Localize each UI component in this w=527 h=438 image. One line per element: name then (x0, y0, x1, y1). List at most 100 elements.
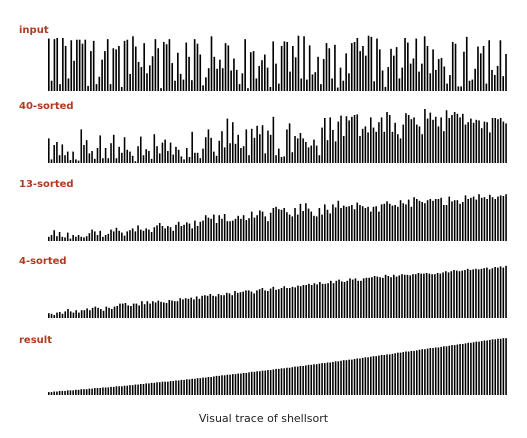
bar (332, 283, 335, 318)
bar (313, 215, 315, 241)
bar (499, 195, 502, 241)
bar (337, 200, 340, 241)
bar (141, 301, 143, 318)
bar (399, 200, 402, 241)
bar (72, 390, 74, 395)
bar (238, 84, 241, 91)
bar (409, 275, 412, 318)
bar (88, 153, 91, 163)
bar (67, 78, 70, 91)
bar (175, 146, 177, 163)
bar (250, 291, 253, 318)
bar (308, 283, 310, 318)
bar (121, 232, 123, 241)
bar (259, 210, 261, 241)
bar (210, 377, 212, 395)
bar (432, 49, 434, 91)
bar (324, 363, 326, 395)
bar (232, 122, 234, 163)
bar (307, 364, 310, 395)
bar (261, 125, 264, 163)
bar (318, 155, 321, 163)
bar (429, 348, 432, 395)
bar (423, 36, 426, 91)
bar (58, 390, 61, 395)
bar (102, 387, 104, 395)
bar (191, 131, 193, 163)
bar (302, 138, 304, 163)
bar (488, 269, 491, 318)
bar (206, 295, 209, 318)
bar (275, 63, 277, 91)
bar (248, 218, 250, 241)
bar (66, 232, 69, 241)
bar (64, 390, 66, 395)
bar (223, 375, 226, 395)
bar (421, 63, 423, 91)
bar (72, 235, 74, 241)
bar (53, 39, 56, 91)
bar (91, 307, 94, 318)
bar (398, 78, 401, 91)
bar (156, 146, 158, 163)
bar (499, 266, 502, 318)
bar (307, 208, 310, 241)
bar (349, 278, 351, 318)
bar (50, 235, 53, 241)
bar (370, 117, 372, 163)
bar (121, 386, 123, 395)
bar (150, 232, 153, 241)
bar (497, 267, 499, 318)
bar (429, 199, 432, 241)
bar (365, 277, 368, 318)
bar (375, 131, 377, 163)
bar (87, 85, 89, 91)
bar (351, 116, 353, 163)
bar (138, 305, 140, 318)
bar (413, 197, 415, 241)
bar (115, 386, 118, 395)
bars-4-sorted (48, 265, 507, 318)
bar (310, 211, 313, 241)
bar (434, 116, 437, 163)
bar (291, 216, 294, 241)
bar (280, 209, 283, 241)
bar (129, 230, 131, 241)
bar (179, 73, 182, 91)
bar (416, 124, 418, 163)
bar (258, 289, 261, 318)
bar (223, 147, 226, 163)
bar (458, 271, 461, 318)
bar (196, 378, 199, 395)
bar (164, 139, 166, 163)
bar (235, 69, 238, 91)
bar (321, 283, 324, 318)
bar (95, 84, 98, 91)
bar (180, 379, 183, 395)
bar (483, 197, 486, 241)
bar (440, 57, 443, 91)
bar (80, 129, 83, 163)
bar (357, 280, 359, 318)
bar (205, 77, 207, 91)
bar (280, 157, 283, 163)
bar (321, 363, 323, 395)
bar (234, 143, 237, 163)
bar (306, 79, 308, 91)
bar (191, 378, 193, 395)
bar (491, 118, 494, 163)
bar (250, 371, 253, 395)
bar (416, 350, 418, 395)
bar (375, 356, 377, 395)
bar (107, 158, 110, 163)
bar (186, 379, 188, 395)
bar (322, 59, 325, 91)
bar (505, 194, 507, 241)
bar (440, 117, 442, 163)
bar (231, 295, 234, 318)
bar (286, 41, 289, 91)
bar (373, 276, 376, 318)
bar (149, 303, 151, 318)
bar (402, 352, 405, 395)
bar (198, 298, 201, 318)
